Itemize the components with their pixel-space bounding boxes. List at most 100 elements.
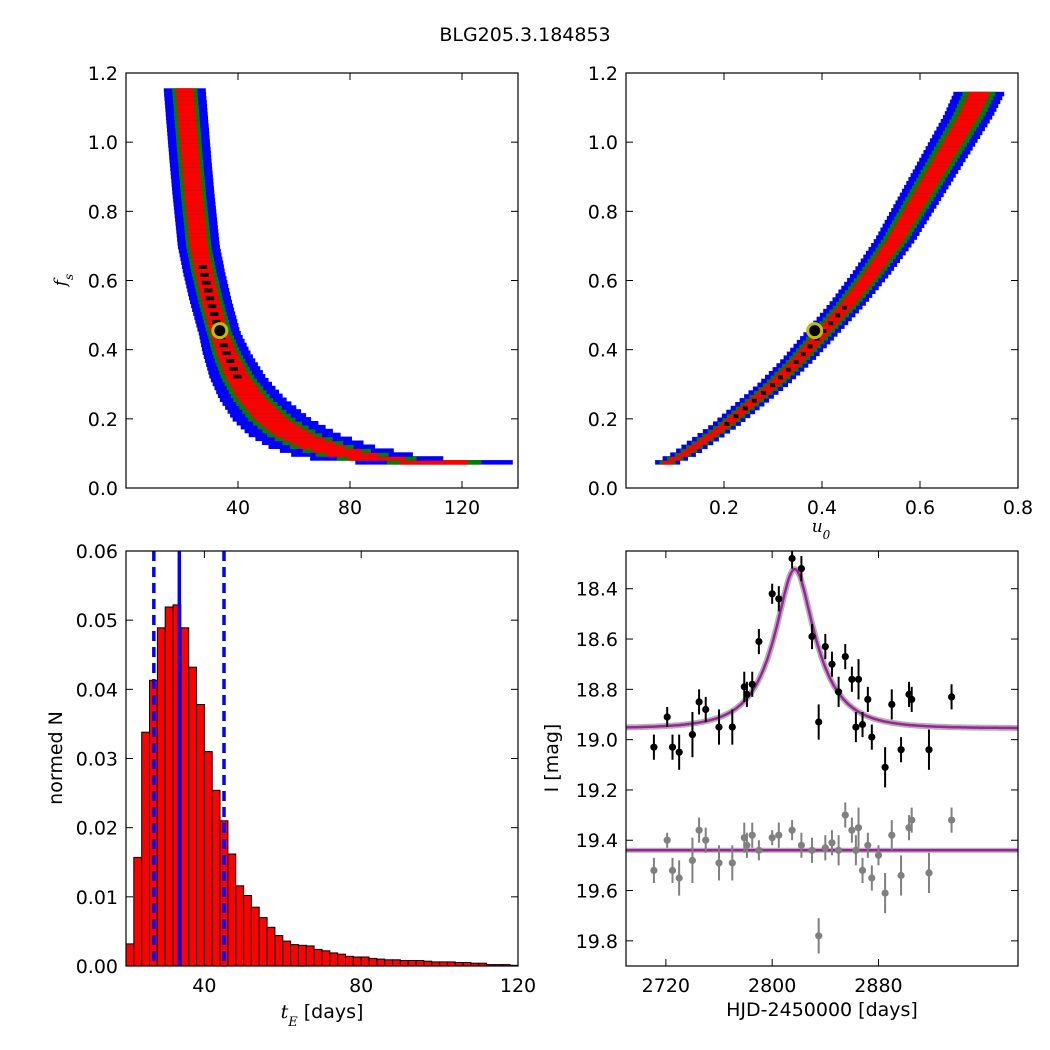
density-cell: [188, 225, 206, 230]
density-cell: [716, 425, 728, 430]
density-core-cell: [751, 398, 757, 403]
panel-lightcurve: 2720 2800 2880 18.4 18.6 18.8 19.0 19.2 19.4 19.6…: [541, 550, 1019, 1021]
density-cell: [176, 100, 195, 105]
x-axis-label: HJD-2450000 [days]: [726, 999, 918, 1021]
x-tick-label: 0.2: [709, 497, 739, 519]
x-tick-label: 0.4: [807, 497, 837, 519]
data-point: [848, 675, 856, 683]
density-cell: [220, 362, 243, 367]
density-cell: [908, 200, 926, 205]
histogram-bar: [439, 961, 448, 967]
data-point: [675, 748, 683, 756]
data-point: [748, 680, 756, 688]
density-cell: [906, 204, 924, 209]
density-cell: [312, 448, 362, 453]
density-cell: [255, 417, 289, 422]
histogram-bar: [133, 856, 143, 967]
density-cell: [175, 88, 194, 93]
y-tick-label: 0.4: [88, 340, 118, 362]
density-cell: [176, 96, 195, 101]
density-cell: [901, 212, 919, 217]
density-core-cell: [742, 405, 748, 411]
y-tick-label: 19.4: [576, 830, 618, 852]
y-tick-label: 18.8: [576, 679, 618, 701]
density-cell: [179, 127, 197, 132]
x-axis-label: tE [days]: [281, 1001, 364, 1030]
density-cell: [190, 244, 208, 250]
density-cell: [178, 119, 197, 125]
density-cell: [180, 139, 198, 144]
density-cell: [806, 339, 821, 345]
data-point: [668, 743, 677, 751]
data-point: [888, 700, 896, 708]
y-tick-label: 1.2: [588, 63, 618, 85]
data-point: [925, 746, 933, 754]
density-cell: [963, 103, 984, 108]
histogram-bar: [392, 959, 401, 967]
density-cell: [229, 381, 255, 387]
histogram-bar: [243, 895, 252, 967]
y-tick-label: 1.2: [88, 63, 118, 85]
density-cell: [928, 165, 948, 170]
residual-point: [715, 859, 723, 867]
residual-point: [897, 871, 905, 880]
histogram-bar: [399, 960, 409, 967]
residual-point: [858, 866, 867, 874]
density-cell: [930, 161, 950, 167]
density-cell: [670, 456, 681, 461]
residual-point: [695, 826, 703, 834]
density-cell: [894, 223, 912, 229]
density-cell: [793, 355, 807, 360]
density-cell: [700, 436, 711, 442]
density-cell: [955, 119, 976, 124]
histogram-bar: [376, 958, 386, 967]
residual-point: [728, 859, 736, 867]
density-cell: [242, 401, 272, 406]
y-tick-label: 0.04: [76, 679, 118, 701]
panel-tE-histogram: 40 80 120 0.00 0.01 0.02 0.03 0.04 0.05 0.06 norm…: [45, 541, 536, 1030]
density-cell: [179, 135, 198, 140]
density-cell: [869, 262, 886, 267]
density-cell: [761, 386, 775, 391]
density-cell: [937, 150, 957, 155]
residual-point: [675, 874, 683, 882]
data-point: [695, 698, 703, 706]
panel-fs-vs-tE: 40 80 120 0.0 0.2 0.4 0.6 0.8 1.0 1.2 fs: [51, 63, 519, 519]
residual-point: [868, 874, 876, 882]
data-point: [828, 660, 836, 668]
data-point: [858, 720, 867, 729]
density-cell: [192, 256, 211, 262]
axis-ticks: 0.2 0.4 0.6 0.8 0.0 0.2 0.4 0.6 0.8 1.0 1.2: [588, 63, 1033, 519]
density-cell: [183, 182, 202, 187]
density-cell: [180, 143, 199, 148]
residual-point: [854, 824, 863, 832]
density-cell: [820, 324, 835, 329]
density-cell: [855, 281, 871, 287]
residual-point: [881, 889, 889, 897]
data-point: [948, 693, 956, 701]
density-cell: [179, 131, 198, 136]
density-cell: [874, 254, 892, 260]
density-cell: [872, 258, 889, 263]
residual-point: [748, 831, 756, 839]
density-cell: [177, 107, 196, 113]
histogram-bar: [141, 731, 150, 967]
residual-point: [828, 839, 836, 847]
residual-point: [908, 816, 916, 824]
y-tick-label: 0.00: [76, 956, 118, 978]
density-core-cell: [842, 305, 847, 310]
density-cell: [897, 219, 915, 225]
density-cell: [227, 377, 252, 383]
y-tick-label: 19.6: [576, 881, 618, 903]
y-axis-label: fs: [51, 274, 76, 288]
density-cell: [858, 277, 874, 283]
y-tick-label: 0.02: [76, 818, 118, 840]
data-point: [868, 733, 876, 741]
residual-point: [821, 844, 829, 852]
density-cell: [941, 142, 962, 147]
histogram-bar: [274, 935, 284, 967]
y-tick-label: 0.0: [88, 478, 118, 500]
data-point: [854, 675, 863, 683]
histogram-bar: [180, 627, 190, 967]
density-cell: [234, 389, 261, 395]
